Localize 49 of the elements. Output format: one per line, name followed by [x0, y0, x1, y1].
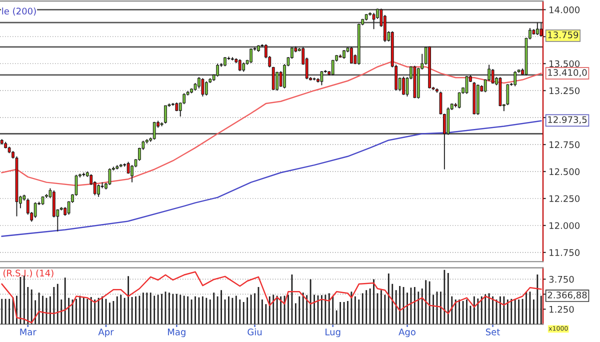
line-series: [1, 120, 542, 237]
candlestick: [224, 56, 226, 67]
text: 13.759: [548, 31, 578, 38]
candlestick: [204, 80, 208, 96]
candlestick: [216, 63, 220, 78]
candlestick: [439, 91, 442, 115]
y-tick-label: 14.000: [550, 6, 580, 14]
y-tick-label: 13.250: [550, 87, 580, 94]
candlestick: [372, 12, 376, 30]
candlestick: [97, 184, 100, 198]
candlestick: [108, 168, 112, 186]
y-tick-label: 12.500: [550, 168, 580, 176]
candlestick: [540, 22, 543, 38]
x-tick-label: Lug: [326, 328, 340, 338]
y-tick-label: 12.000: [550, 222, 580, 230]
annotation: (R.S.I.) (14): [3, 269, 54, 278]
candlestick: [238, 58, 242, 72]
text: 12.973,5: [548, 116, 587, 124]
candlestick: [514, 70, 517, 87]
candlestick: [331, 59, 334, 76]
text: 2.366,88: [548, 292, 587, 300]
candlestick: [402, 76, 405, 96]
x-tick-label: Giu: [248, 328, 262, 336]
line-series: [1, 60, 542, 186]
y-tick-label: 3.750: [549, 276, 574, 283]
y-tick-label: 11.750: [550, 249, 580, 256]
y-tick-label: 12.250: [550, 195, 580, 202]
candlestick: [458, 92, 461, 109]
y-tick-label: 1.250: [550, 306, 574, 313]
y-tick-label: 13.500: [550, 60, 580, 68]
y-tick-label: 12.750: [550, 141, 580, 148]
candlestick: [164, 105, 167, 124]
x-tick-label: Mar: [20, 328, 36, 336]
candlestick: [536, 22, 539, 36]
candlestick: [250, 48, 252, 64]
candlestick: [34, 202, 37, 218]
candlestick: [201, 78, 204, 98]
x-tick-label: Mag: [168, 328, 186, 338]
candlestick: [152, 121, 156, 140]
candlestick: [320, 70, 324, 86]
x-tick-label: Set: [486, 328, 500, 336]
candlestick: [491, 68, 494, 84]
x-tick-label: Apr: [98, 328, 114, 338]
text: 13.410,0: [548, 69, 587, 77]
candlestick: [350, 46, 353, 64]
x-tick-label: Ago: [398, 328, 416, 338]
annotation: le (200): [2, 8, 36, 16]
candlestick: [242, 62, 246, 72]
candlestick: [276, 71, 279, 92]
